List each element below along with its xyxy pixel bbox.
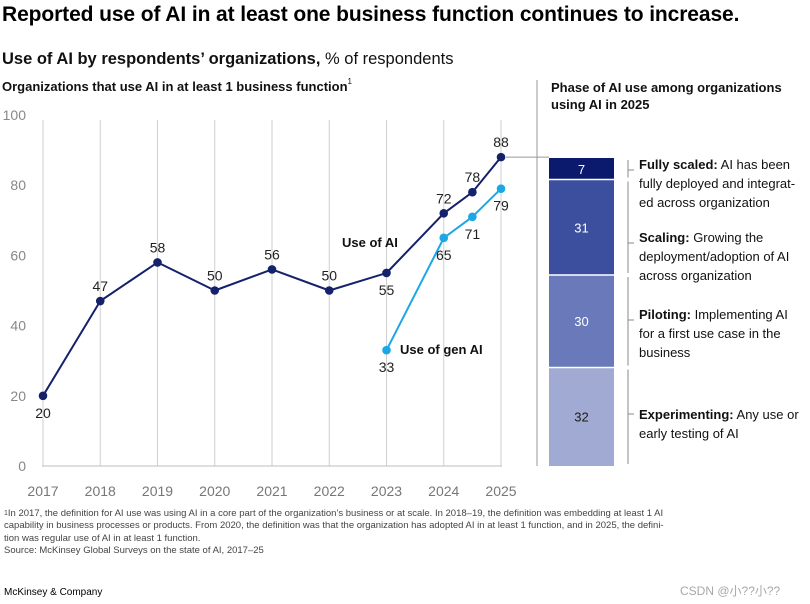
x-tick-label: 2023 [371, 483, 402, 499]
x-tick-label: 2021 [256, 483, 287, 499]
x-tick-label: 2025 [485, 483, 516, 499]
x-tick-label: 2017 [27, 483, 58, 499]
bar-value-label: 30 [574, 314, 588, 329]
data-point [439, 233, 449, 243]
data-point [382, 345, 391, 355]
bar-chart-heading: Phase of AI use among organizations usin… [551, 80, 782, 112]
x-tick-label: 2019 [142, 483, 173, 499]
bar-value-label: 32 [574, 410, 588, 425]
data-point [439, 208, 449, 218]
subtitle-bold: Use of AI by respondents’ organizations, [2, 50, 321, 68]
data-point [38, 391, 48, 401]
phase-title: Fully scaled: [639, 157, 718, 172]
data-label: 50 [321, 268, 337, 284]
chart-subtitle: Use of AI by respondents’ organizations,… [2, 50, 453, 69]
subtitle-unit: % of respondents [320, 50, 454, 68]
phase-desc: Any use or early testing of AI [639, 407, 799, 441]
phase-title: Experimenting: [639, 407, 734, 422]
data-label: 55 [379, 282, 395, 298]
footnote-mark: 1 [4, 510, 8, 517]
y-tick-label: 40 [10, 318, 26, 334]
series-line [385, 187, 502, 351]
data-point [468, 187, 477, 197]
data-label: 88 [493, 134, 509, 150]
phase-title: Scaling: [639, 230, 690, 245]
y-tick-label: 60 [10, 247, 26, 263]
source-line: Source: McKinsey Global Surveys on the s… [4, 545, 264, 557]
phase-desc: Growing the deployment/adoption of AI ac… [639, 230, 790, 283]
bar-value-label: 31 [574, 220, 588, 235]
data-label: 65 [436, 247, 452, 263]
footnote-text: In 2017, the definition for AI use was u… [7, 508, 664, 519]
data-point [267, 265, 277, 274]
phase-desc: AI has been fully deployed and integrat-… [639, 157, 796, 210]
data-label: 50 [207, 268, 223, 284]
bar-segment [549, 275, 614, 368]
data-point [210, 286, 220, 295]
series-label-ai: Use of AI [342, 235, 398, 250]
data-point [382, 268, 391, 278]
y-tick-label: 20 [10, 388, 26, 404]
y-tick-label: 100 [3, 107, 27, 123]
data-point [468, 212, 477, 222]
data-label: 56 [264, 246, 280, 262]
bar-segment [549, 367, 614, 466]
footnote-line: tion was regular use of AI in at least 1… [4, 532, 201, 544]
data-label: 71 [465, 226, 481, 242]
phase-title: Piloting: [639, 307, 691, 322]
brand-name: McKinsey & Company [4, 587, 103, 598]
x-tick-label: 2020 [199, 483, 230, 499]
chart-title: Reported use of AI in at least one busin… [2, 3, 740, 26]
phase-label-scaling: Scaling: Growing the deployment/adoption… [639, 228, 804, 285]
x-tick-label: 2024 [428, 483, 459, 499]
data-point [324, 286, 334, 295]
data-label: 58 [150, 239, 166, 255]
data-label: 79 [493, 198, 509, 214]
data-label: 33 [379, 359, 395, 375]
series-label-gen-ai: Use of gen AI [400, 342, 483, 357]
phase-label-fully-scaled: Fully scaled: AI has been fully deployed… [639, 155, 804, 212]
line-chart-heading: Organizations that use AI in at least 1 … [2, 77, 352, 94]
phase-label-experimenting: Experimenting: Any use or early testing … [639, 405, 804, 443]
bar-segment [549, 158, 614, 180]
footnote-line: capability in business processes or prod… [4, 520, 664, 532]
y-tick-label: 80 [10, 177, 26, 193]
data-label: 78 [465, 169, 481, 185]
footnote-marker: 1 [347, 77, 352, 86]
footnotes: 1In 2017, the definition for AI use was … [4, 508, 804, 558]
data-point [496, 152, 506, 162]
data-label: 72 [436, 190, 452, 206]
bar-segment [549, 179, 614, 276]
y-tick-label: 0 [18, 458, 26, 474]
series-line [42, 156, 502, 397]
data-point [95, 296, 105, 306]
phase-desc: Implementing AI for a first use case in … [639, 307, 788, 360]
watermark: CSDN @小??小?? [680, 584, 781, 598]
line-chart-heading-text: Organizations that use AI in at least 1 … [2, 79, 348, 94]
x-tick-label: 2018 [85, 483, 116, 499]
data-point [153, 258, 162, 267]
data-label: 47 [92, 278, 108, 294]
data-point [496, 184, 506, 194]
x-tick-label: 2022 [314, 483, 345, 499]
phase-label-piloting: Piloting: Implementing AI for a first us… [639, 305, 804, 362]
data-label: 20 [35, 405, 51, 421]
footnote-line: 1In 2017, the definition for AI use was … [4, 508, 804, 520]
bar-value-label: 7 [578, 162, 585, 177]
